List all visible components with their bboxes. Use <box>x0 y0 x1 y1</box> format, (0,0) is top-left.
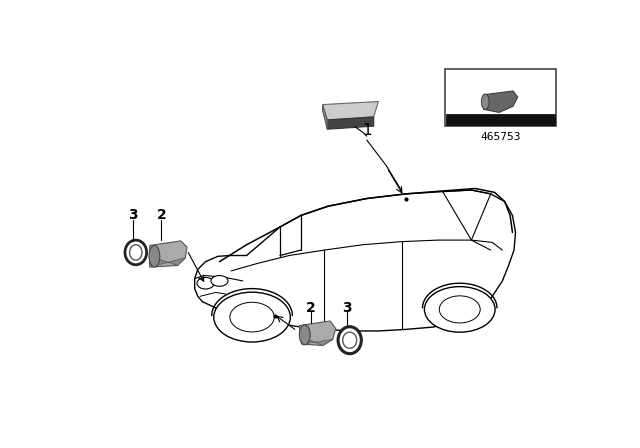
Ellipse shape <box>230 302 274 332</box>
Ellipse shape <box>214 292 291 342</box>
Bar <box>445 69 556 126</box>
Ellipse shape <box>424 287 495 332</box>
Text: 465753: 465753 <box>480 132 520 142</box>
Polygon shape <box>300 321 336 345</box>
Polygon shape <box>301 336 333 345</box>
Polygon shape <box>323 102 378 120</box>
Polygon shape <box>150 256 186 267</box>
Text: 2: 2 <box>157 208 166 223</box>
Polygon shape <box>484 91 518 112</box>
Ellipse shape <box>130 245 142 260</box>
Ellipse shape <box>481 94 489 109</box>
Ellipse shape <box>300 325 310 345</box>
Polygon shape <box>150 241 187 267</box>
Text: 2: 2 <box>306 301 316 315</box>
Ellipse shape <box>211 276 228 286</box>
Ellipse shape <box>149 246 160 267</box>
Text: 3: 3 <box>342 301 352 315</box>
Polygon shape <box>327 117 374 129</box>
Polygon shape <box>323 104 327 129</box>
Text: 1: 1 <box>362 123 372 138</box>
Ellipse shape <box>125 240 147 265</box>
Ellipse shape <box>439 296 480 323</box>
Text: 3: 3 <box>128 208 138 223</box>
Bar <box>446 114 555 125</box>
Ellipse shape <box>338 327 362 353</box>
Ellipse shape <box>197 277 214 289</box>
Ellipse shape <box>343 332 356 348</box>
